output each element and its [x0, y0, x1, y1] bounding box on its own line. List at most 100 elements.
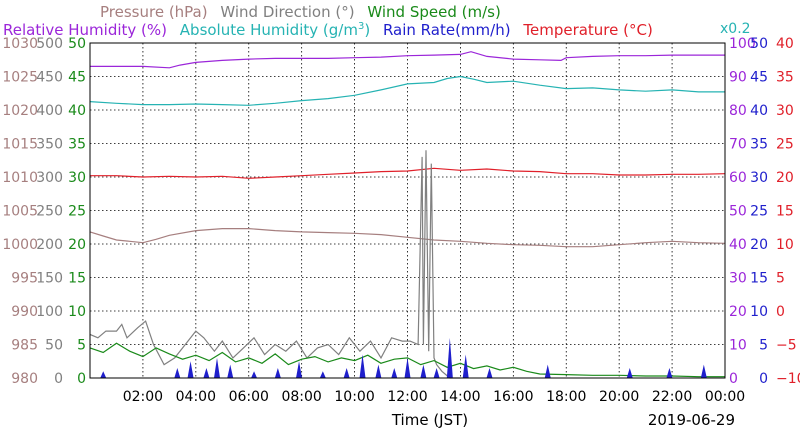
y-tick-pressure: 990: [11, 304, 38, 320]
y-tick-rain: 10: [750, 304, 768, 320]
y-tick-pressure: 1030: [2, 36, 38, 52]
y-tick-rain: 35: [750, 137, 768, 153]
y-tick-wind_dir: 400: [36, 103, 63, 119]
y-tick-temp: 10: [776, 237, 794, 253]
series-rain-rate-mm-h-mark: [626, 367, 633, 378]
legend-pressure: Pressure (hPa): [100, 3, 208, 21]
x-tick-label: 06:00: [229, 389, 269, 405]
x-tick-labels: 02:00 04:00 06:00 08:00 10:00 12:00 14:00 16:00…: [123, 389, 745, 405]
x-tick-label: 00:00: [705, 389, 745, 405]
y-tick-wind_speed: 10: [68, 304, 86, 320]
series-rain-rate-mm-h-mark: [343, 367, 350, 378]
y-tick-rel_hum: 100: [729, 36, 756, 52]
y-tick-wind_dir: 50: [45, 338, 63, 354]
x-tick-label: 16:00: [493, 389, 533, 405]
series-rain-rate-mm-h-mark: [666, 367, 673, 378]
legend-temperature: Temperature (°C): [522, 21, 652, 39]
y-tick-wind_speed: 50: [68, 36, 86, 52]
series-rain-rate-mm-h-mark: [174, 367, 181, 378]
y-tick-wind_dir: 200: [36, 237, 63, 253]
y-tick-rain: 40: [750, 103, 768, 119]
series-absolute-humidity-g-m3-x0-2-line: [89, 75, 725, 106]
series-rain-rate-mm-h-mark: [391, 367, 398, 378]
y-tick-rel_hum: 10: [729, 338, 747, 354]
y-tick-pressure: 1015: [2, 137, 38, 153]
legend-absolute-humidity-tail: ): [364, 21, 370, 39]
y-tick-wind_speed: 5: [77, 338, 86, 354]
series-rain-rate-mm-h-mark: [274, 367, 281, 378]
y-tick-temp: 40: [776, 36, 794, 52]
y-tick-wind_speed: 0: [77, 371, 86, 387]
series-relative-humidity-line: [90, 51, 725, 69]
x-tick-label: 14:00: [440, 389, 480, 405]
y-tick-labels: 9809859909951000100510101015102010251030…: [2, 36, 800, 387]
y-tick-rain: 15: [750, 271, 768, 287]
legend-relative-humidity: Relative Humidity (%): [3, 21, 167, 39]
series-rain-rate-mm-h-mark: [462, 354, 469, 378]
series-rain-rate-mm-h-mark: [100, 371, 107, 378]
y-tick-wind_speed: 40: [68, 103, 86, 119]
date-label: 2019-06-29: [648, 411, 735, 429]
x-tick-label: 22:00: [652, 389, 692, 405]
series-rain-rate-mm-h-mark: [214, 357, 220, 378]
y-tick-wind_dir: 500: [36, 36, 63, 52]
plot-frame: [89, 42, 726, 379]
series-rain-rate-mm-h-mark: [700, 364, 707, 378]
y-tick-temp: 25: [776, 137, 794, 153]
x-tick-label: 12:00: [387, 389, 427, 405]
series-layer: [89, 51, 726, 379]
series-rain-rate-mm-h-mark: [486, 367, 493, 378]
legend-wind-direction: Wind Direction (°): [220, 3, 354, 21]
y-tick-pressure: 985: [11, 338, 38, 354]
series-rain-rate-mm-h-mark: [187, 361, 194, 378]
y-tick-temp: 5: [776, 271, 785, 287]
y-tick-wind_speed: 15: [68, 271, 86, 287]
series-temperature-c-line: [90, 167, 726, 179]
y-tick-wind_dir: 100: [36, 304, 63, 320]
y-tick-rel_hum: 20: [729, 304, 747, 320]
y-tick-wind_speed: 45: [68, 70, 86, 86]
series-rain-rate-mm-h-mark: [319, 371, 326, 378]
y-tick-rel_hum: 50: [729, 204, 747, 220]
y-tick-rain: 20: [750, 237, 768, 253]
y-tick-pressure: 1005: [2, 204, 38, 220]
series-rain-rate-mm-h-mark: [227, 364, 234, 378]
y-tick-temp: 35: [776, 70, 794, 86]
y-tick-wind_dir: 250: [36, 204, 63, 220]
series-rain-rate-mm-h-mark: [446, 337, 453, 378]
x-tick-label: 04:00: [176, 389, 216, 405]
y-tick-rel_hum: 40: [729, 237, 747, 253]
series-wind-speed-m-s-line: [89, 342, 725, 378]
series-rain-rate-mm-h-mark: [404, 357, 411, 378]
series-wind-direction-line: [89, 150, 461, 379]
series-rain-rate-mm-h-mark: [251, 371, 258, 378]
series-rain-rate-mm-h-mark: [296, 361, 303, 378]
y-tick-wind_speed: 35: [68, 137, 86, 153]
y-tick-wind_speed: 25: [68, 204, 86, 220]
legend-row-2: Relative Humidity (%) Absolute Humidity …: [3, 21, 653, 39]
y-tick-rel_hum: 80: [729, 103, 747, 119]
x-tick-label: 08:00: [281, 389, 321, 405]
series-rain-rate-mm-h-mark: [203, 367, 210, 378]
series-rain-rate-mm-h-mark: [375, 364, 382, 378]
x-axis-title: Time (JST): [391, 411, 468, 429]
legend-wind-speed: Wind Speed (m/s): [367, 3, 500, 21]
x-tick-label: 18:00: [546, 389, 586, 405]
y-tick-rel_hum: 90: [729, 70, 747, 86]
x-tick-label: 10:00: [334, 389, 374, 405]
y-tick-pressure: 1020: [2, 103, 38, 119]
series-rain-rate-mm-h-mark: [433, 367, 440, 378]
y-tick-wind_dir: 0: [54, 371, 63, 387]
y-tick-pressure: 1010: [2, 170, 38, 186]
grid: [90, 43, 725, 378]
y-tick-rel_hum: 30: [729, 271, 747, 287]
y-tick-temp: 0: [776, 304, 785, 320]
y-tick-temp: 30: [776, 103, 794, 119]
y-tick-pressure: 1000: [2, 237, 38, 253]
series-rain-rate-mm-h-mark: [359, 354, 366, 378]
y-tick-wind_dir: 350: [36, 137, 63, 153]
y-tick-temp: 20: [776, 170, 794, 186]
y-tick-rel_hum: 70: [729, 137, 747, 153]
